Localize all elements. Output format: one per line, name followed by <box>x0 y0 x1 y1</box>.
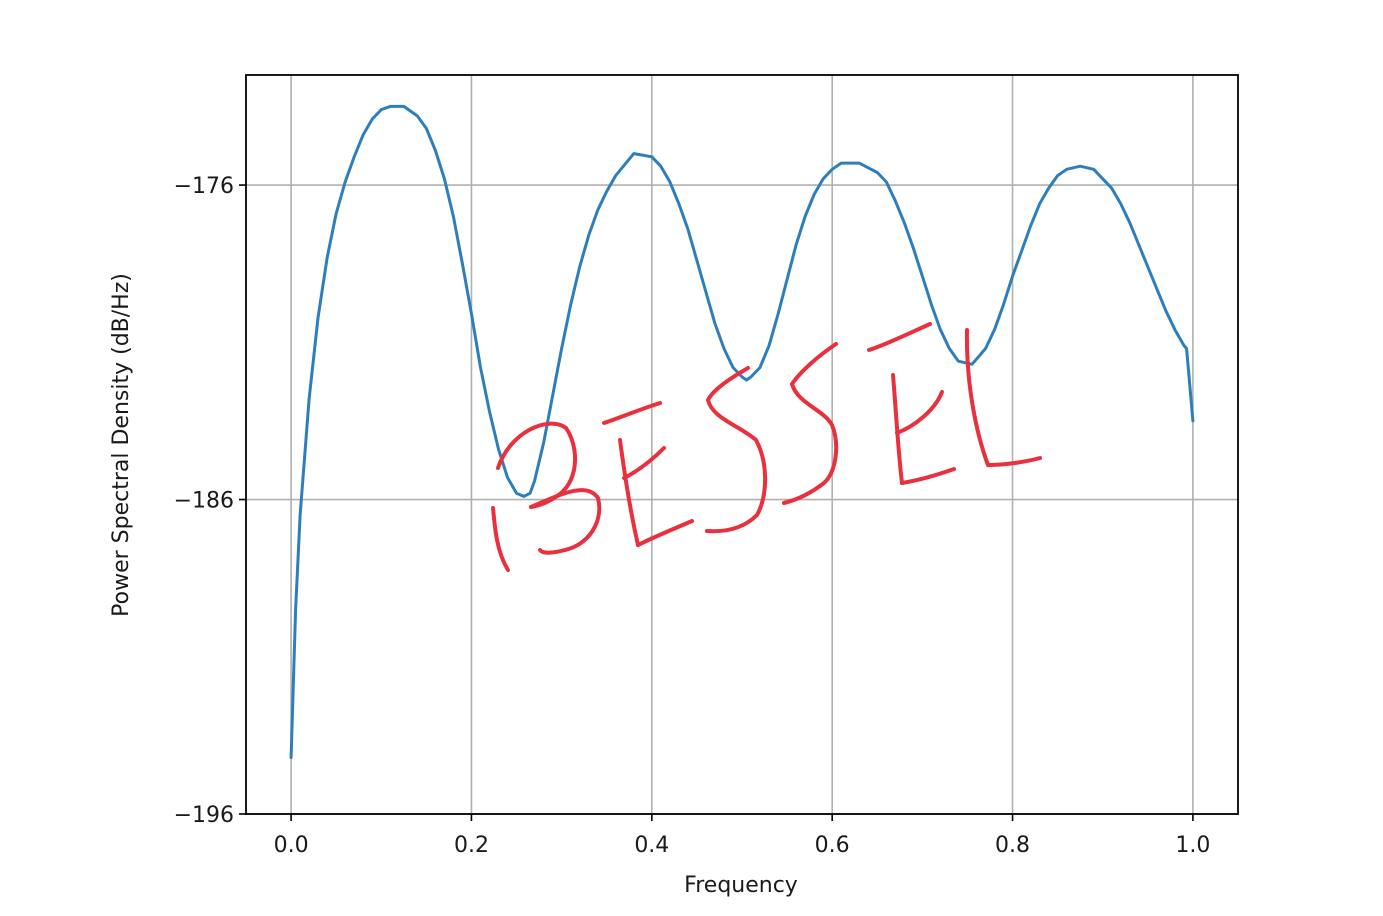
y-tick-label: −176 <box>174 174 234 199</box>
x-tick-label: 0.8 <box>995 833 1030 858</box>
x-tick-label: 1.0 <box>1175 833 1210 858</box>
axes <box>245 74 1239 815</box>
handwritten-bessel-annotation <box>491 322 1042 572</box>
x-axis-label: Frequency <box>684 873 798 898</box>
grid-lines <box>246 75 1238 815</box>
y-tick-label: −186 <box>174 489 234 514</box>
plot-frame <box>245 74 1239 815</box>
x-tick-label: 0.6 <box>815 833 850 858</box>
y-tick-label: −196 <box>174 803 234 828</box>
x-tick-label: 0.4 <box>634 833 669 858</box>
y-ticks: −196 −186 −176 <box>174 174 246 828</box>
x-tick-label: 0.2 <box>454 833 489 858</box>
x-tick-label: 0.0 <box>274 833 309 858</box>
x-ticks: 0.0 0.2 0.4 0.6 0.8 1.0 <box>274 814 1210 858</box>
y-axis-label: Power Spectral Density (dB/Hz) <box>109 273 134 617</box>
